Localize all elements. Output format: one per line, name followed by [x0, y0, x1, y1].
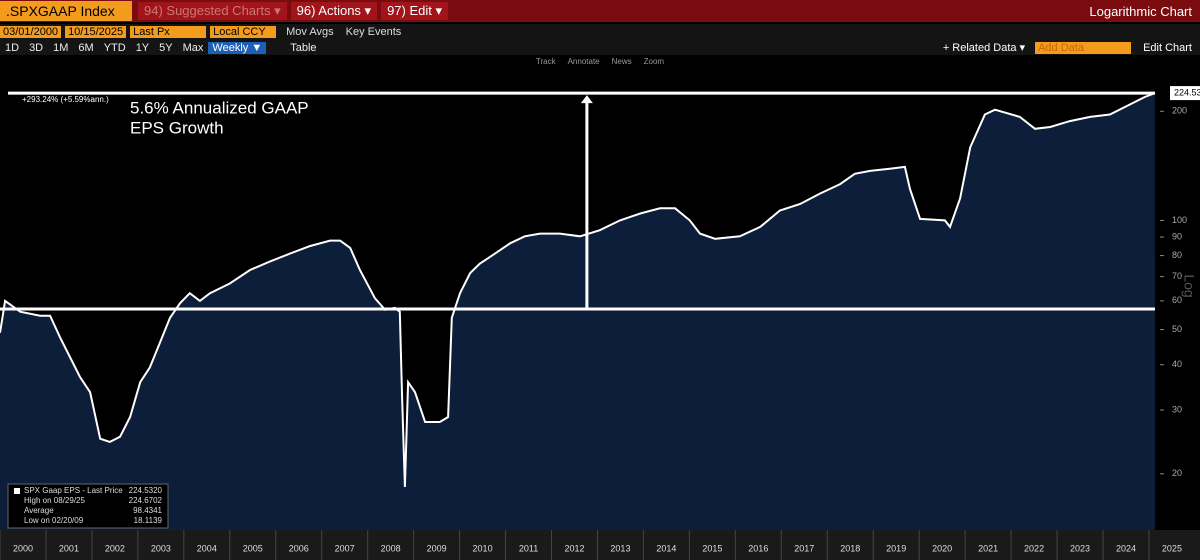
frequency[interactable]: Weekly ▼ [208, 41, 267, 54]
tool-button[interactable]: Annotate [567, 57, 600, 66]
currency[interactable]: Local CCY [210, 26, 277, 38]
legend-value: 224.5320 [129, 486, 163, 495]
price-field[interactable]: Last Px [130, 26, 207, 38]
table-button[interactable]: Table [290, 41, 317, 54]
line [0, 92, 1156, 488]
x-tick-label: 2003 [151, 543, 171, 553]
y-tick-label: 30 [1172, 404, 1182, 414]
annotation-text: 5.6% Annualized GAAP [130, 99, 309, 118]
y-tick-label: 200 [1172, 106, 1187, 116]
y-tick-label: 50 [1172, 324, 1182, 334]
legend-value: 98.4341 [133, 506, 162, 515]
range-button[interactable]: 3D [29, 41, 44, 54]
x-tick-label: 2008 [381, 543, 401, 553]
x-tick-label: 2014 [656, 543, 676, 553]
range-button[interactable]: 6M [78, 41, 94, 54]
y-tick-label: 70 [1172, 271, 1182, 281]
menus: 94) Suggested Charts ▾ 96) Actions ▾ 97) E… [138, 2, 452, 20]
legend-swatch [14, 488, 20, 494]
y-tick-label: 80 [1172, 250, 1182, 260]
chart-mode: Logarithmic Chart [1089, 3, 1192, 19]
x-tick-label: 2004 [197, 543, 217, 553]
range-bar: 1D 3D 1M 6M YTD 1Y 5Y Max Weekly ▼ Table + Rela… [0, 40, 1200, 55]
ranges: 1D 3D 1M 6M YTD 1Y 5Y Max [0, 42, 208, 54]
x-tick-label: 2001 [59, 543, 79, 553]
legend-box [7, 483, 169, 529]
last-value-tag [1170, 86, 1200, 101]
legend-label: SPX Gaap EPS - Last Price [24, 486, 123, 495]
x-tick-label: 2012 [564, 543, 584, 553]
options: Mov Avgs Key Events [280, 26, 407, 38]
menu[interactable]: 96) Actions ▾ [290, 2, 378, 20]
add-data[interactable]: Add Data [1035, 41, 1132, 54]
x-tick-label: 2005 [243, 543, 263, 553]
ticker[interactable]: .SPXGAAP Index [0, 1, 132, 21]
last-value-label: 224.53 [1174, 87, 1200, 97]
legend-label: High on 08/29/25 [24, 496, 85, 505]
x-tick-label: 2021 [978, 543, 998, 553]
range-button[interactable]: 5Y [159, 41, 173, 54]
range-button[interactable]: 1M [53, 41, 69, 54]
x-tick-label: 2016 [748, 543, 768, 553]
x-tick-label: 2024 [1116, 543, 1136, 553]
x-tick-label: 2009 [427, 543, 447, 553]
range-button[interactable]: Max [182, 41, 204, 54]
arrow-head [580, 95, 593, 104]
menu[interactable]: 97) Edit ▾ [381, 2, 449, 20]
x-tick-label: 2006 [289, 543, 309, 553]
x-tick-label: 2007 [335, 543, 355, 553]
legend-value: 18.1139 [134, 516, 163, 525]
x-tick-label: 2013 [610, 543, 630, 553]
x-tick-label: 2023 [1070, 543, 1090, 553]
tools: Track Annotate News Zoom [530, 57, 670, 66]
tool-bar: Track Annotate News Zoom [0, 55, 1200, 68]
annotation-text: EPS Growth [130, 119, 224, 138]
x-tick-label: 2000 [13, 543, 33, 553]
y-tick-label: 20 [1172, 468, 1182, 478]
y-tick-label: 60 [1172, 295, 1182, 305]
option[interactable]: Mov Avgs [286, 26, 334, 38]
y-tick-label: 40 [1172, 359, 1182, 369]
x-tick-label: 2015 [702, 543, 722, 553]
menu[interactable]: 94) Suggested Charts ▾ [138, 2, 287, 20]
x-tick-label: 2019 [886, 543, 906, 553]
option[interactable]: Key Events [345, 26, 402, 38]
range-button[interactable]: YTD [103, 41, 126, 54]
y-tick-label: 100 [1172, 215, 1187, 225]
x-tick-label: 2018 [840, 543, 860, 553]
related-data[interactable]: + Related Data ▾ [942, 42, 1026, 54]
end-date[interactable]: 10/15/2025 [65, 26, 127, 38]
start-date[interactable]: 03/01/2000 [0, 26, 62, 38]
tool-button[interactable]: Zoom [643, 57, 665, 66]
annotation-label: +293.24% (+5.59%ann.) [22, 95, 109, 104]
x-tick-label: 2020 [932, 543, 952, 553]
y-axis-strip [1160, 56, 1200, 560]
tool-button[interactable]: Track [535, 57, 556, 66]
legend-value: 224.6702 [129, 496, 163, 505]
range-button[interactable]: 1Y [135, 41, 150, 54]
range-button[interactable]: 1D [5, 41, 20, 54]
x-axis-strip [0, 530, 1200, 560]
chart: 20 30 40 50 60 70 80 90 100 200 2000 2001 2002 2003 20… [0, 56, 1200, 560]
x-tick-label: 2017 [794, 543, 814, 553]
date-bar: 03/01/2000 10/15/2025 Last Px Local CCY … [0, 24, 1200, 40]
x-tick-label: 2010 [473, 543, 493, 553]
title-bar: .SPXGAAP Index 94) Suggested Charts ▾ 96)… [0, 0, 1200, 22]
legend-label: Average [24, 506, 54, 515]
x-tick-label: 2011 [519, 543, 538, 553]
y-tick-label: 90 [1172, 231, 1182, 241]
edit-chart[interactable]: Edit Chart [1143, 41, 1192, 54]
x-tick-label: 2002 [105, 543, 125, 553]
x-tick-label: 2025 [1162, 543, 1182, 553]
legend-label: Low on 02/20/09 [24, 516, 84, 525]
y-axis-label: Log [1181, 274, 1197, 297]
area-fill [0, 93, 1155, 530]
tool-button[interactable]: News [611, 57, 632, 66]
x-tick-label: 2022 [1024, 543, 1044, 553]
